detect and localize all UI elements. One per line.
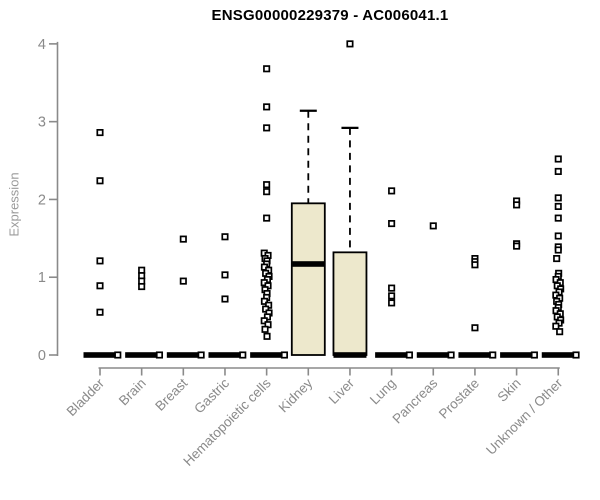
- outlier-point: [138, 266, 146, 274]
- outlier-point: [260, 297, 268, 305]
- x-tick-label: Brain: [116, 376, 149, 409]
- zero-point: [489, 351, 497, 359]
- outlier-point: [388, 220, 396, 228]
- outlier-point: [138, 277, 146, 285]
- outlier-point: [556, 328, 564, 336]
- x-tick-label: Unknown / Other: [483, 375, 566, 458]
- zero-point: [572, 351, 580, 359]
- outlier-point: [96, 128, 104, 137]
- median-line: [333, 352, 367, 358]
- outlier-point: [554, 202, 562, 210]
- box-liver: [332, 251, 368, 356]
- zero-bar: [250, 352, 284, 358]
- outlier-point: [260, 317, 268, 325]
- outlier-point: [513, 201, 521, 209]
- outlier-point: [96, 177, 104, 185]
- outlier-point: [346, 40, 354, 48]
- median-line: [291, 261, 325, 267]
- x-tick-label: Pancreas: [389, 375, 440, 426]
- y-tick-label: 4: [38, 37, 46, 53]
- zero-bar: [500, 352, 534, 358]
- outlier-point: [554, 214, 562, 222]
- box-kidney: [290, 202, 326, 356]
- zero-bar: [458, 352, 492, 358]
- zero-point: [530, 351, 538, 359]
- outlier-point: [263, 188, 271, 196]
- outlier-point: [471, 324, 479, 332]
- x-tick-label: Kidney: [276, 375, 316, 415]
- outlier-point: [554, 155, 562, 163]
- zero-bar: [416, 352, 450, 358]
- outlier-point: [388, 299, 396, 307]
- zero-bar: [541, 352, 575, 358]
- outlier-point: [96, 282, 104, 290]
- outlier-point: [96, 308, 104, 316]
- outlier-point: [554, 167, 562, 175]
- outlier-point: [263, 214, 271, 222]
- outlier-point: [554, 194, 562, 202]
- x-tick-label: Lung: [367, 376, 399, 408]
- outlier-point: [388, 187, 396, 195]
- zero-bar: [125, 352, 159, 358]
- zero-point: [280, 351, 288, 359]
- outlier-point: [429, 222, 437, 230]
- y-tick-label: 0: [38, 348, 46, 364]
- x-tick-label: Breast: [152, 375, 190, 413]
- outlier-point: [388, 292, 396, 300]
- outlier-point: [221, 295, 229, 303]
- zero-point: [197, 351, 205, 359]
- zero-point: [405, 351, 413, 359]
- outlier-point: [471, 261, 479, 269]
- x-tick-label: Gastric: [191, 375, 232, 416]
- outlier-point: [263, 181, 271, 189]
- y-tick-label: 3: [38, 115, 46, 131]
- outlier-point: [221, 271, 229, 279]
- zero-point: [155, 351, 164, 359]
- outlier-point: [263, 103, 271, 111]
- zero-bar: [83, 352, 117, 358]
- zero-point: [239, 351, 247, 359]
- zero-point: [447, 351, 455, 359]
- outlier-point: [513, 242, 521, 250]
- outlier-point: [96, 257, 104, 265]
- y-tick-label: 1: [38, 270, 46, 286]
- y-tick-label: 2: [38, 192, 46, 208]
- outlier-point: [553, 255, 561, 263]
- zero-bar: [166, 352, 200, 358]
- zero-point: [114, 351, 122, 359]
- x-tick-label: Liver: [326, 375, 358, 407]
- outlier-point: [179, 277, 187, 285]
- outlier-point: [138, 283, 146, 291]
- x-tick-label: Bladder: [64, 375, 108, 419]
- outlier-point: [138, 272, 146, 280]
- outlier-point: [552, 322, 560, 330]
- chart-title: ENSG00000229379 - AC006041.1: [211, 7, 449, 24]
- x-tick-label: Prostate: [436, 376, 482, 422]
- outlier-point: [554, 232, 562, 240]
- outlier-point: [263, 332, 271, 340]
- outlier-point: [179, 235, 187, 243]
- outlier-point: [221, 233, 229, 241]
- outlier-point: [388, 284, 396, 292]
- x-tick-label: Skin: [495, 376, 524, 405]
- outlier-point: [263, 65, 271, 73]
- zero-bar: [375, 352, 409, 358]
- zero-bar: [208, 352, 242, 358]
- outlier-point: [263, 124, 271, 132]
- outlier-point: [261, 325, 269, 333]
- outlier-point: [554, 246, 562, 254]
